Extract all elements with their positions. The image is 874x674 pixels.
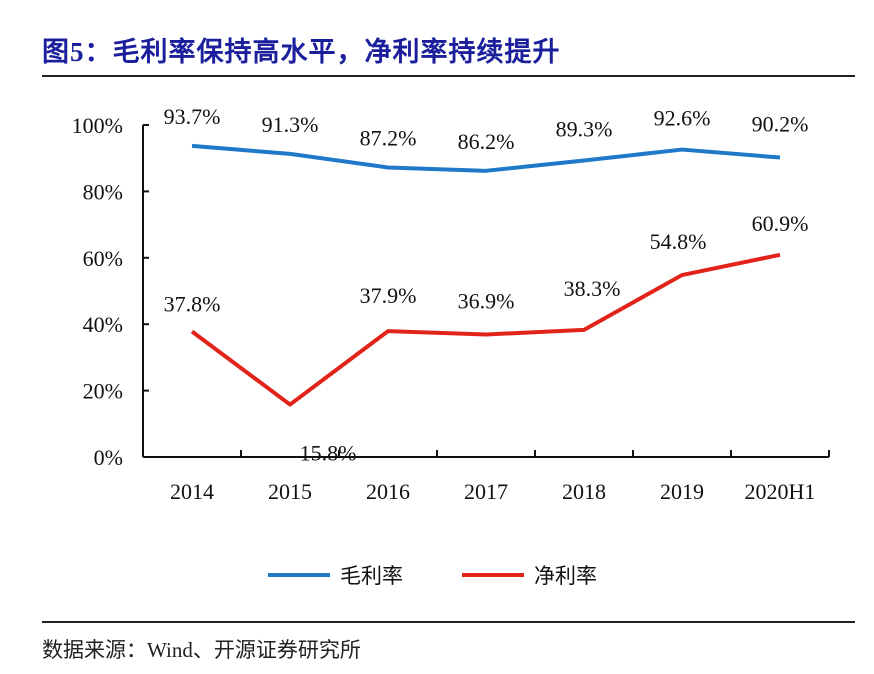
data-label: 87.2% (360, 125, 417, 150)
x-tick-label: 2017 (464, 479, 508, 504)
data-label: 89.3% (556, 117, 613, 142)
data-label: 37.9% (360, 283, 417, 308)
data-label: 93.7% (164, 104, 221, 129)
x-tick-label: 2016 (366, 479, 410, 504)
legend-label: 净利率 (534, 564, 597, 588)
figure-title: 图5：毛利率保持高水平，净利率持续提升 (42, 37, 561, 67)
legend-label: 毛利率 (340, 564, 403, 588)
y-tick-label: 0% (94, 445, 123, 470)
x-tick-label: 2019 (660, 479, 704, 504)
y-tick-label: 60% (83, 246, 123, 271)
y-tick-label: 100% (72, 113, 123, 138)
data-label: 92.6% (654, 106, 711, 131)
legend: 毛利率 净利率 (268, 564, 597, 588)
data-label: 36.9% (458, 288, 515, 313)
data-label: 37.8% (164, 292, 221, 317)
data-label: 60.9% (752, 211, 809, 236)
data-label: 86.2% (458, 129, 515, 154)
x-tick-label: 2015 (268, 479, 312, 504)
y-tick-label: 80% (83, 179, 123, 204)
series-line-1 (190, 252, 781, 407)
y-tick-label: 20% (83, 379, 123, 404)
data-label: 38.3% (564, 276, 621, 301)
data-label: 90.2% (752, 112, 809, 137)
x-tick-label: 2014 (170, 479, 214, 504)
data-label: 15.8% (300, 441, 357, 466)
x-tick-label: 2018 (562, 479, 606, 504)
x-tick-label: 2020H1 (745, 479, 816, 504)
source-note: 数据来源：Wind、开源证券研究所 (42, 638, 361, 662)
data-label: 54.8% (650, 229, 707, 254)
y-tick-label: 40% (83, 312, 123, 337)
data-label: 91.3% (262, 112, 319, 137)
